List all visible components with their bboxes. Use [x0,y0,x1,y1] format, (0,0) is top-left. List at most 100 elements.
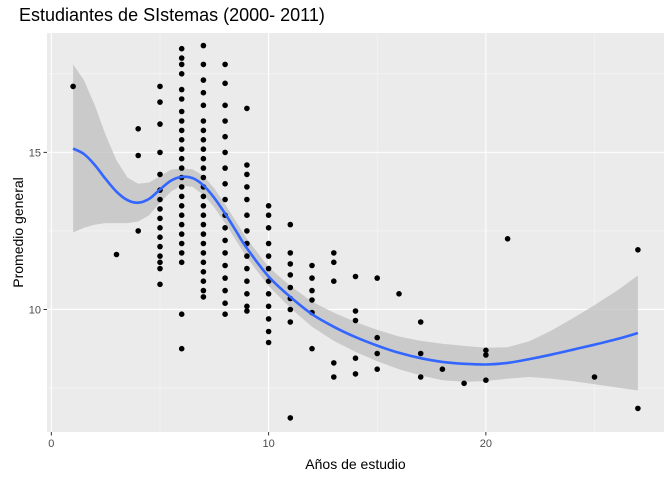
data-point [178,155,185,162]
x-axis-ticks: 0 10 20 [48,432,492,450]
data-point [287,250,294,256]
data-point [178,165,185,171]
data-point [287,306,294,313]
data-point [200,221,207,228]
data-point [178,231,185,237]
data-point [200,250,207,256]
data-point [265,212,272,218]
data-point [244,253,250,259]
data-point [222,275,228,281]
data-point [222,133,228,140]
data-point [200,278,207,285]
data-point [200,259,207,266]
data-point [352,273,359,280]
data-point [483,347,489,354]
y-axis-ticks: 10 15 [29,147,47,316]
data-point [222,102,228,109]
data-point [309,275,315,281]
data-point [244,196,250,203]
data-point [244,212,250,218]
data-point [244,105,250,112]
data-point [157,281,163,288]
data-point [222,300,228,307]
data-point [178,108,185,115]
data-point [244,278,250,285]
data-point [178,184,185,190]
y-tick-label: 10 [29,304,41,316]
data-point [135,228,141,234]
data-point [200,231,207,237]
data-point [265,303,272,310]
data-point [157,215,163,222]
data-point [178,86,185,93]
data-point [417,319,424,325]
data-point [309,297,315,303]
data-point [222,237,228,244]
data-point [591,374,598,380]
data-point [244,308,250,314]
data-point [222,80,228,87]
data-point [200,137,207,143]
data-point [265,291,272,297]
data-point [135,126,141,132]
data-point [331,374,337,380]
data-point [178,193,185,200]
data-point [200,102,207,109]
data-point [200,287,207,294]
data-point [157,206,163,212]
data-point [222,287,228,294]
data-point [200,174,207,181]
data-point [157,171,163,178]
data-point [265,253,272,259]
data-point [352,317,359,324]
data-point [222,61,228,68]
confidence-ribbon [73,64,638,391]
data-point [157,196,163,203]
data-point [331,360,337,366]
data-point [244,265,250,272]
data-point [200,193,207,200]
data-point [265,339,272,346]
data-point [200,61,207,68]
y-tick-label: 15 [29,147,41,159]
data-point [222,262,228,269]
data-point [70,83,76,90]
data-point [374,350,381,357]
data-point [417,374,424,380]
data-point [200,294,207,300]
x-tick-label: 10 [262,438,274,450]
data-point [178,212,185,218]
data-point [265,225,272,231]
data-point [287,221,294,228]
data-point [265,203,272,209]
data-point [200,118,207,124]
data-point [265,328,272,335]
data-point [200,89,207,96]
data-point [178,61,185,68]
data-point [157,99,163,105]
data-point [244,291,250,297]
data-point [287,284,294,291]
data-point [287,261,294,267]
data-point [309,262,315,269]
data-point [244,228,250,234]
data-point [374,366,381,373]
data-point [200,203,207,209]
data-point [178,221,185,228]
data-point [200,240,207,247]
data-point [178,127,185,134]
data-point [635,247,641,253]
data-point [178,311,185,318]
data-point [135,152,141,159]
data-point [417,350,424,357]
data-point [374,275,381,281]
data-point [309,287,315,294]
data-point [265,240,272,247]
data-point [200,42,207,49]
data-point [222,196,228,203]
data-point [157,265,163,272]
x-tick-label: 0 [48,438,54,450]
data-point [222,181,228,187]
data-point [244,184,250,190]
